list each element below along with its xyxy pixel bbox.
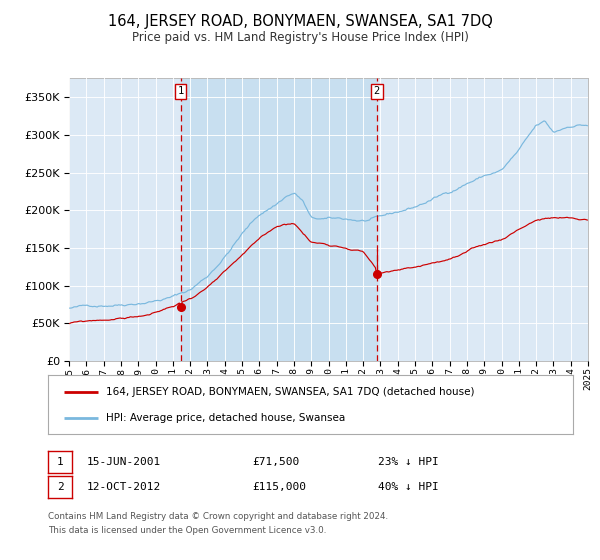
Text: 40% ↓ HPI: 40% ↓ HPI bbox=[378, 482, 439, 492]
Text: 2: 2 bbox=[56, 482, 64, 492]
Bar bbox=[181, 78, 377, 361]
Text: 1: 1 bbox=[178, 86, 184, 96]
Text: 15-JUN-2001: 15-JUN-2001 bbox=[87, 457, 161, 467]
Text: Price paid vs. HM Land Registry's House Price Index (HPI): Price paid vs. HM Land Registry's House … bbox=[131, 31, 469, 44]
Text: 12-OCT-2012: 12-OCT-2012 bbox=[87, 482, 161, 492]
Text: 1: 1 bbox=[56, 457, 64, 467]
Text: 2: 2 bbox=[374, 86, 380, 96]
Text: This data is licensed under the Open Government Licence v3.0.: This data is licensed under the Open Gov… bbox=[48, 526, 326, 535]
Text: Contains HM Land Registry data © Crown copyright and database right 2024.: Contains HM Land Registry data © Crown c… bbox=[48, 512, 388, 521]
Text: £115,000: £115,000 bbox=[252, 482, 306, 492]
Text: 164, JERSEY ROAD, BONYMAEN, SWANSEA, SA1 7DQ (detached house): 164, JERSEY ROAD, BONYMAEN, SWANSEA, SA1… bbox=[106, 386, 474, 396]
Text: 164, JERSEY ROAD, BONYMAEN, SWANSEA, SA1 7DQ: 164, JERSEY ROAD, BONYMAEN, SWANSEA, SA1… bbox=[107, 14, 493, 29]
Text: 23% ↓ HPI: 23% ↓ HPI bbox=[378, 457, 439, 467]
Text: £71,500: £71,500 bbox=[252, 457, 299, 467]
Text: HPI: Average price, detached house, Swansea: HPI: Average price, detached house, Swan… bbox=[106, 413, 345, 423]
